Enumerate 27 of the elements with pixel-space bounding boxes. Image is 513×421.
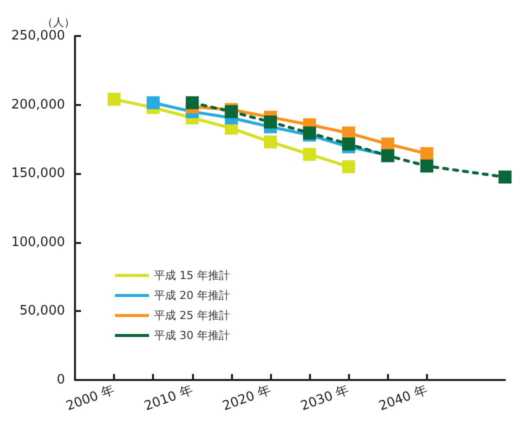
x-tick-label: 2010 年 [142,382,195,414]
y-tick-label: 50,000 [20,304,65,319]
y-tick-label: 150,000 [11,166,65,182]
x-tick-label: 2030 年 [298,382,352,414]
y-axis-title: （人） [42,16,75,29]
point [420,160,434,173]
legend-label: 平成 25 年推計 [154,309,230,322]
x-tick-label: 2040 年 [377,382,430,414]
y-tick-label: 0 [56,372,65,388]
legend-label: 平成 20 年推計 [154,289,230,302]
legend-label: 平成 30 年推計 [154,329,230,342]
point [420,147,434,160]
point [342,160,356,174]
point [264,135,277,148]
x-tick-label: 2000 年 [64,382,117,414]
point [146,96,160,110]
point [108,92,121,106]
point [264,116,277,128]
point [186,96,199,110]
point [498,170,512,184]
point [303,148,316,161]
point [342,138,356,151]
y-tick-label: 100,000 [11,234,65,250]
y-tick-label: 250,000 [11,28,65,44]
legend-label: 平成 15 年推計 [154,269,230,282]
y-tick-label: 200,000 [11,97,65,112]
x-tick-label: 2020 年 [220,382,274,414]
